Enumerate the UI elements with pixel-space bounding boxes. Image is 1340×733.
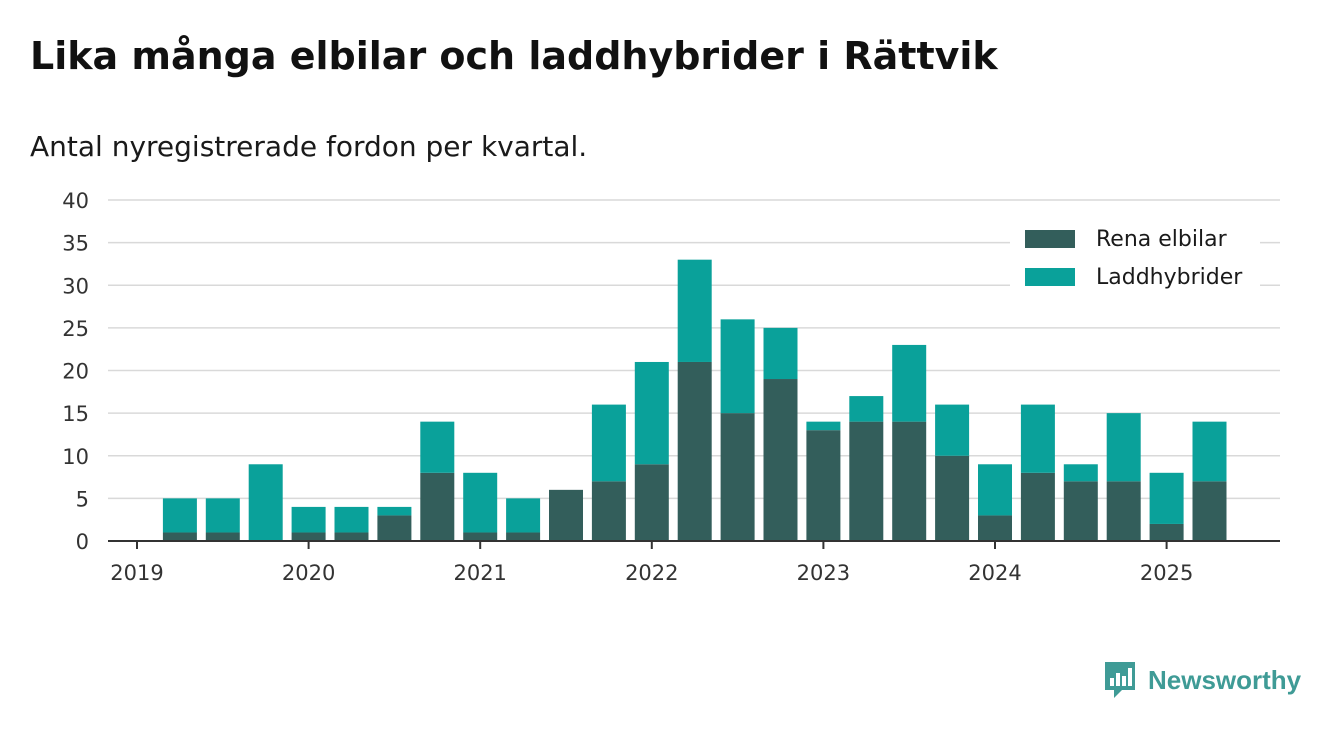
- bar-rena-elbilar: [291, 532, 326, 541]
- bar-laddhybrider: [334, 506, 369, 533]
- bar-rena-elbilar: [806, 430, 841, 541]
- bar-rena-elbilar: [935, 455, 970, 541]
- bar-laddhybrider: [463, 472, 498, 533]
- x-tick-label: 2020: [282, 561, 335, 585]
- bar-rena-elbilar: [506, 532, 541, 541]
- bar-rena-elbilar: [763, 379, 798, 541]
- y-tick-label: 40: [62, 189, 89, 213]
- bar-rena-elbilar: [463, 532, 498, 541]
- y-tick-label: 30: [62, 274, 89, 298]
- bar-laddhybrider: [935, 404, 970, 456]
- bar-laddhybrider: [205, 498, 240, 533]
- x-tick-label: 2021: [453, 561, 506, 585]
- bar-laddhybrider: [506, 498, 541, 533]
- bar-rena-elbilar: [1020, 472, 1055, 541]
- bars: [162, 259, 1227, 541]
- chart-subtitle: Antal nyregistrerade fordon per kvartal.: [30, 130, 588, 163]
- legend-label: Rena elbilar: [1096, 227, 1228, 252]
- bar-laddhybrider: [634, 361, 669, 465]
- bar-laddhybrider: [720, 319, 755, 414]
- bar-rena-elbilar: [892, 421, 927, 541]
- legend-label: Laddhybrider: [1096, 265, 1243, 290]
- bar-rena-elbilar: [1106, 481, 1141, 541]
- x-tick-label: 2025: [1140, 561, 1193, 585]
- legend: Rena elbilar Laddhybrider: [1010, 220, 1260, 300]
- y-tick-label: 10: [62, 445, 89, 469]
- bar-rena-elbilar: [634, 464, 669, 541]
- bar-laddhybrider: [1149, 472, 1184, 524]
- bar-rena-elbilar: [549, 489, 583, 541]
- bar-rena-elbilar: [377, 515, 412, 541]
- bar-laddhybrider: [806, 421, 841, 431]
- bar-rena-elbilar: [591, 481, 626, 541]
- bar-rena-elbilar: [677, 361, 712, 541]
- chart-title: Lika många elbilar och laddhybrider i Rä…: [30, 34, 998, 78]
- x-tick-label: 2023: [797, 561, 850, 585]
- bar-laddhybrider: [248, 464, 283, 541]
- x-tick-label: 2024: [968, 561, 1021, 585]
- bar-rena-elbilar: [205, 532, 240, 541]
- bar-laddhybrider: [1192, 421, 1227, 482]
- bar-laddhybrider: [1063, 464, 1098, 482]
- y-tick-label: 35: [62, 232, 89, 256]
- bar-laddhybrider: [162, 498, 197, 533]
- y-tick-label: 5: [76, 487, 89, 511]
- bar-laddhybrider: [420, 421, 455, 473]
- bar-laddhybrider: [978, 464, 1012, 516]
- x-tick-label: 2019: [110, 561, 163, 585]
- bar-laddhybrider: [377, 506, 412, 516]
- bar-rena-elbilar: [334, 532, 369, 541]
- y-axis-ticks: 0 5 10 15 20 25 30 35 40: [62, 189, 89, 554]
- newsworthy-logo-icon: [1105, 662, 1135, 698]
- bar-rena-elbilar: [1063, 481, 1098, 541]
- bar-rena-elbilar: [1192, 481, 1227, 541]
- bar-laddhybrider: [892, 344, 927, 422]
- bar-rena-elbilar: [849, 421, 884, 541]
- bar-laddhybrider: [849, 396, 884, 422]
- y-tick-label: 20: [62, 360, 89, 384]
- legend-swatch: [1025, 268, 1075, 286]
- bar-rena-elbilar: [420, 472, 455, 541]
- bar-laddhybrider: [677, 259, 712, 362]
- bar-laddhybrider: [291, 506, 326, 533]
- bar-laddhybrider: [763, 327, 798, 380]
- y-tick-label: 25: [62, 317, 89, 341]
- bar-rena-elbilar: [720, 413, 755, 541]
- bar-laddhybrider: [1106, 413, 1141, 482]
- brand-logo: Newsworthy: [1102, 660, 1301, 700]
- legend-swatch: [1025, 230, 1075, 248]
- x-axis-ticks: 2019 2020 2021 2022 2023 2024 2025: [110, 541, 1193, 585]
- bar-laddhybrider: [591, 404, 626, 482]
- x-tick-label: 2022: [625, 561, 678, 585]
- y-tick-label: 15: [62, 402, 89, 426]
- bar-laddhybrider: [1020, 404, 1055, 473]
- bar-rena-elbilar: [1149, 523, 1184, 541]
- brand-name: Newsworthy: [1148, 664, 1302, 695]
- y-tick-label: 0: [76, 530, 89, 554]
- bar-rena-elbilar: [162, 532, 197, 541]
- bar-rena-elbilar: [978, 515, 1012, 541]
